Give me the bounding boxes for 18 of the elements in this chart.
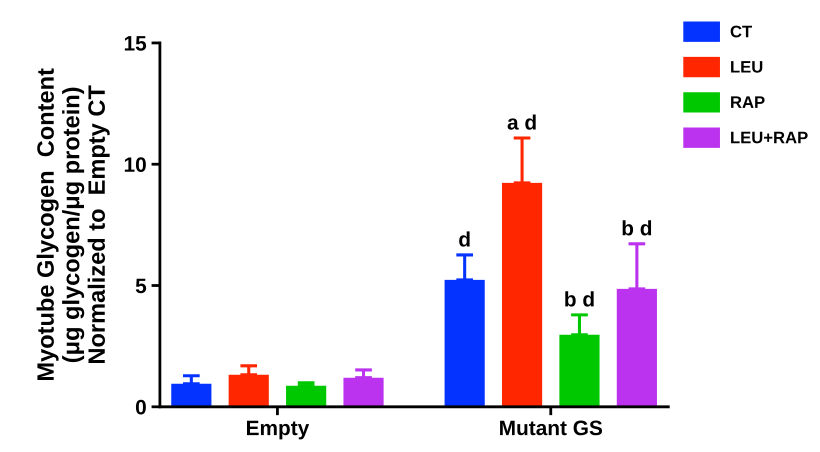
legend-label: RAP	[731, 96, 765, 108]
bar	[559, 334, 600, 407]
x-tick-label: Mutant GS	[500, 420, 602, 436]
y-tick-label: 10	[124, 157, 146, 172]
annotation: a d	[508, 114, 536, 130]
bar	[171, 384, 212, 407]
y-tick-label: 5	[136, 278, 146, 294]
legend-label: LEU+RAP	[731, 132, 808, 144]
bar	[286, 386, 326, 407]
annotation: d	[459, 231, 470, 247]
y-tick-label: 0	[136, 400, 146, 415]
y-tick-label: 15	[124, 36, 146, 51]
y-axis-title: Myotube Glycogen Content (μg glycogen/μg protein) Normalized to Empty CT	[36, 68, 110, 380]
x-tick-label: Empty	[246, 420, 310, 440]
annotation: b d	[565, 291, 594, 307]
legend-label: LEU	[731, 61, 762, 73]
legend-label: CT	[730, 26, 752, 38]
annotation: b d	[622, 220, 652, 236]
